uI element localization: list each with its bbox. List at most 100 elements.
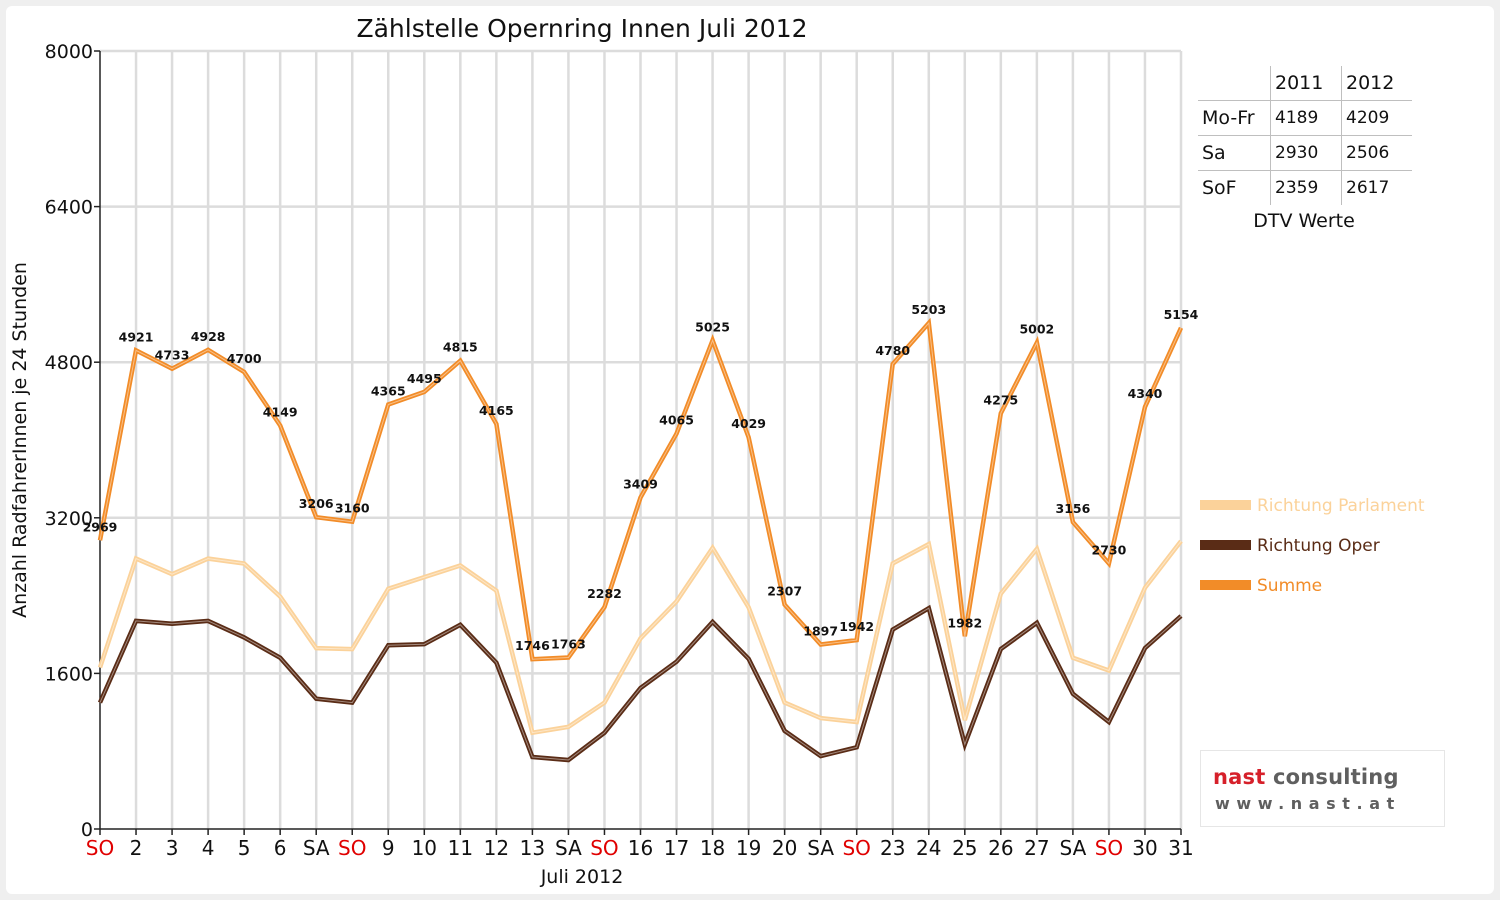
x-tick-label: 5 [238,836,251,860]
dtv-header-2012: 2012 [1341,66,1412,101]
x-tick-label: 26 [988,836,1013,860]
series-line-highlight [99,540,1182,734]
series-summe [97,317,1184,662]
series-line [97,317,1184,662]
logo-name-part2: consulting [1265,765,1399,789]
series-richtung-oper [97,604,1183,763]
legend-swatch [1200,580,1251,590]
data-label: 4165 [479,403,514,418]
x-tick-label: 3 [166,836,179,860]
legend-label: Richtung Parlament [1257,496,1425,516]
dtv-cell-2012: 2506 [1341,135,1412,171]
series-line [97,539,1183,736]
data-label: 3160 [335,501,370,516]
logo-url: www.nast.at [1215,794,1401,813]
data-label: 4275 [983,392,1018,407]
data-label: 4921 [119,329,154,344]
dtv-row-sa: Sa 2930 2506 [1198,135,1412,171]
dtv-row-label: Sa [1198,135,1271,171]
logo-name: nast consulting [1213,765,1399,789]
x-tick-label: 24 [916,836,941,860]
x-axis-label: Juli 2012 [540,866,624,888]
dtv-table: 2011 2012 Mo-Fr 4189 4209 Sa 2930 2506 S… [1198,66,1412,205]
x-tick-label: 11 [448,836,473,860]
legend-label: Summe [1257,576,1322,596]
series-line-highlight [99,607,1182,761]
data-label: 1982 [947,615,982,630]
data-label: 4065 [659,413,694,428]
series-lines [97,317,1184,763]
dtv-caption: DTV Werte [1253,210,1355,232]
data-label: 4815 [443,340,478,355]
data-label: 3156 [1056,501,1091,516]
data-label: 4149 [263,405,298,420]
x-tick-label: 23 [880,836,905,860]
data-label: 5002 [1019,322,1054,337]
data-label: 3409 [623,476,658,491]
data-label: 4340 [1128,386,1163,401]
data-label: 2730 [1092,543,1127,558]
dtv-cell-2011: 2930 [1270,135,1342,171]
grid [100,49,1183,829]
x-tick-label: SA [303,836,330,860]
data-label: 2282 [587,586,622,601]
dtv-cell-2011: 2359 [1270,170,1342,205]
x-tick-label: 13 [520,836,545,860]
x-tick-label: 6 [274,836,287,860]
x-tick-label: 20 [772,836,797,860]
data-label: 1897 [803,624,838,639]
legend-item: Summe [1200,576,1322,596]
dtv-header-corner [1198,66,1271,101]
x-tick-label: SA [1060,836,1087,860]
y-axis-label: Anzahl RadfahrerInnen je 24 Stunden [9,262,31,618]
series-line-highlight [99,321,1182,660]
dtv-header-2011: 2011 [1270,66,1342,101]
data-label: 4780 [875,343,910,358]
dtv-row-sof: SoF 2359 2617 [1198,170,1412,205]
x-tick-label: 25 [952,836,977,860]
data-label: 4365 [371,384,406,399]
data-label: 4733 [155,348,190,363]
data-label: 3206 [299,496,334,511]
x-tick-label: SA [555,836,582,860]
data-label: 4928 [191,329,226,344]
legend-label: Richtung Oper [1257,536,1380,556]
dtv-row-mo-fr: Mo-Fr 4189 4209 [1198,100,1412,136]
data-label: 1942 [839,619,874,634]
x-tick-label: 31 [1168,836,1193,860]
y-tick-label: 0 [81,819,93,841]
x-tick-label: SA [807,836,834,860]
data-label: 5203 [911,302,946,317]
y-tick-label: 8000 [45,41,93,63]
y-tick-label: 4800 [45,352,93,374]
x-tick-label: SO [842,836,870,860]
dtv-row-label: Mo-Fr [1198,100,1271,136]
series-line [97,604,1183,763]
x-tick-label: 16 [628,836,653,860]
data-label: 1746 [515,638,550,653]
data-label: 2307 [767,584,802,599]
x-tick-label: SO [1095,836,1123,860]
legend-item: Richtung Oper [1200,536,1380,556]
company-logo: nast consulting www.nast.at [1200,750,1445,827]
logo-name-part1: nast [1213,765,1266,789]
x-tick-label: 27 [1024,836,1049,860]
x-tick-label: 12 [484,836,509,860]
x-tick-label: SO [86,836,114,860]
series-richtung-parlament [97,539,1183,736]
x-tick-label: 17 [664,836,689,860]
legend-swatch [1200,500,1251,510]
x-tick-label: 2 [130,836,143,860]
data-label: 4495 [407,371,442,386]
x-tick-label: 10 [412,836,437,860]
data-label: 5154 [1164,307,1199,322]
dtv-row-label: SoF [1202,177,1237,199]
y-tick-label: 6400 [45,197,93,219]
x-tick-label: 9 [382,836,395,860]
x-tick-label: SO [338,836,366,860]
x-tick-label: 19 [736,836,761,860]
chart-title: Zählstelle Opernring Innen Juli 2012 [356,14,807,43]
